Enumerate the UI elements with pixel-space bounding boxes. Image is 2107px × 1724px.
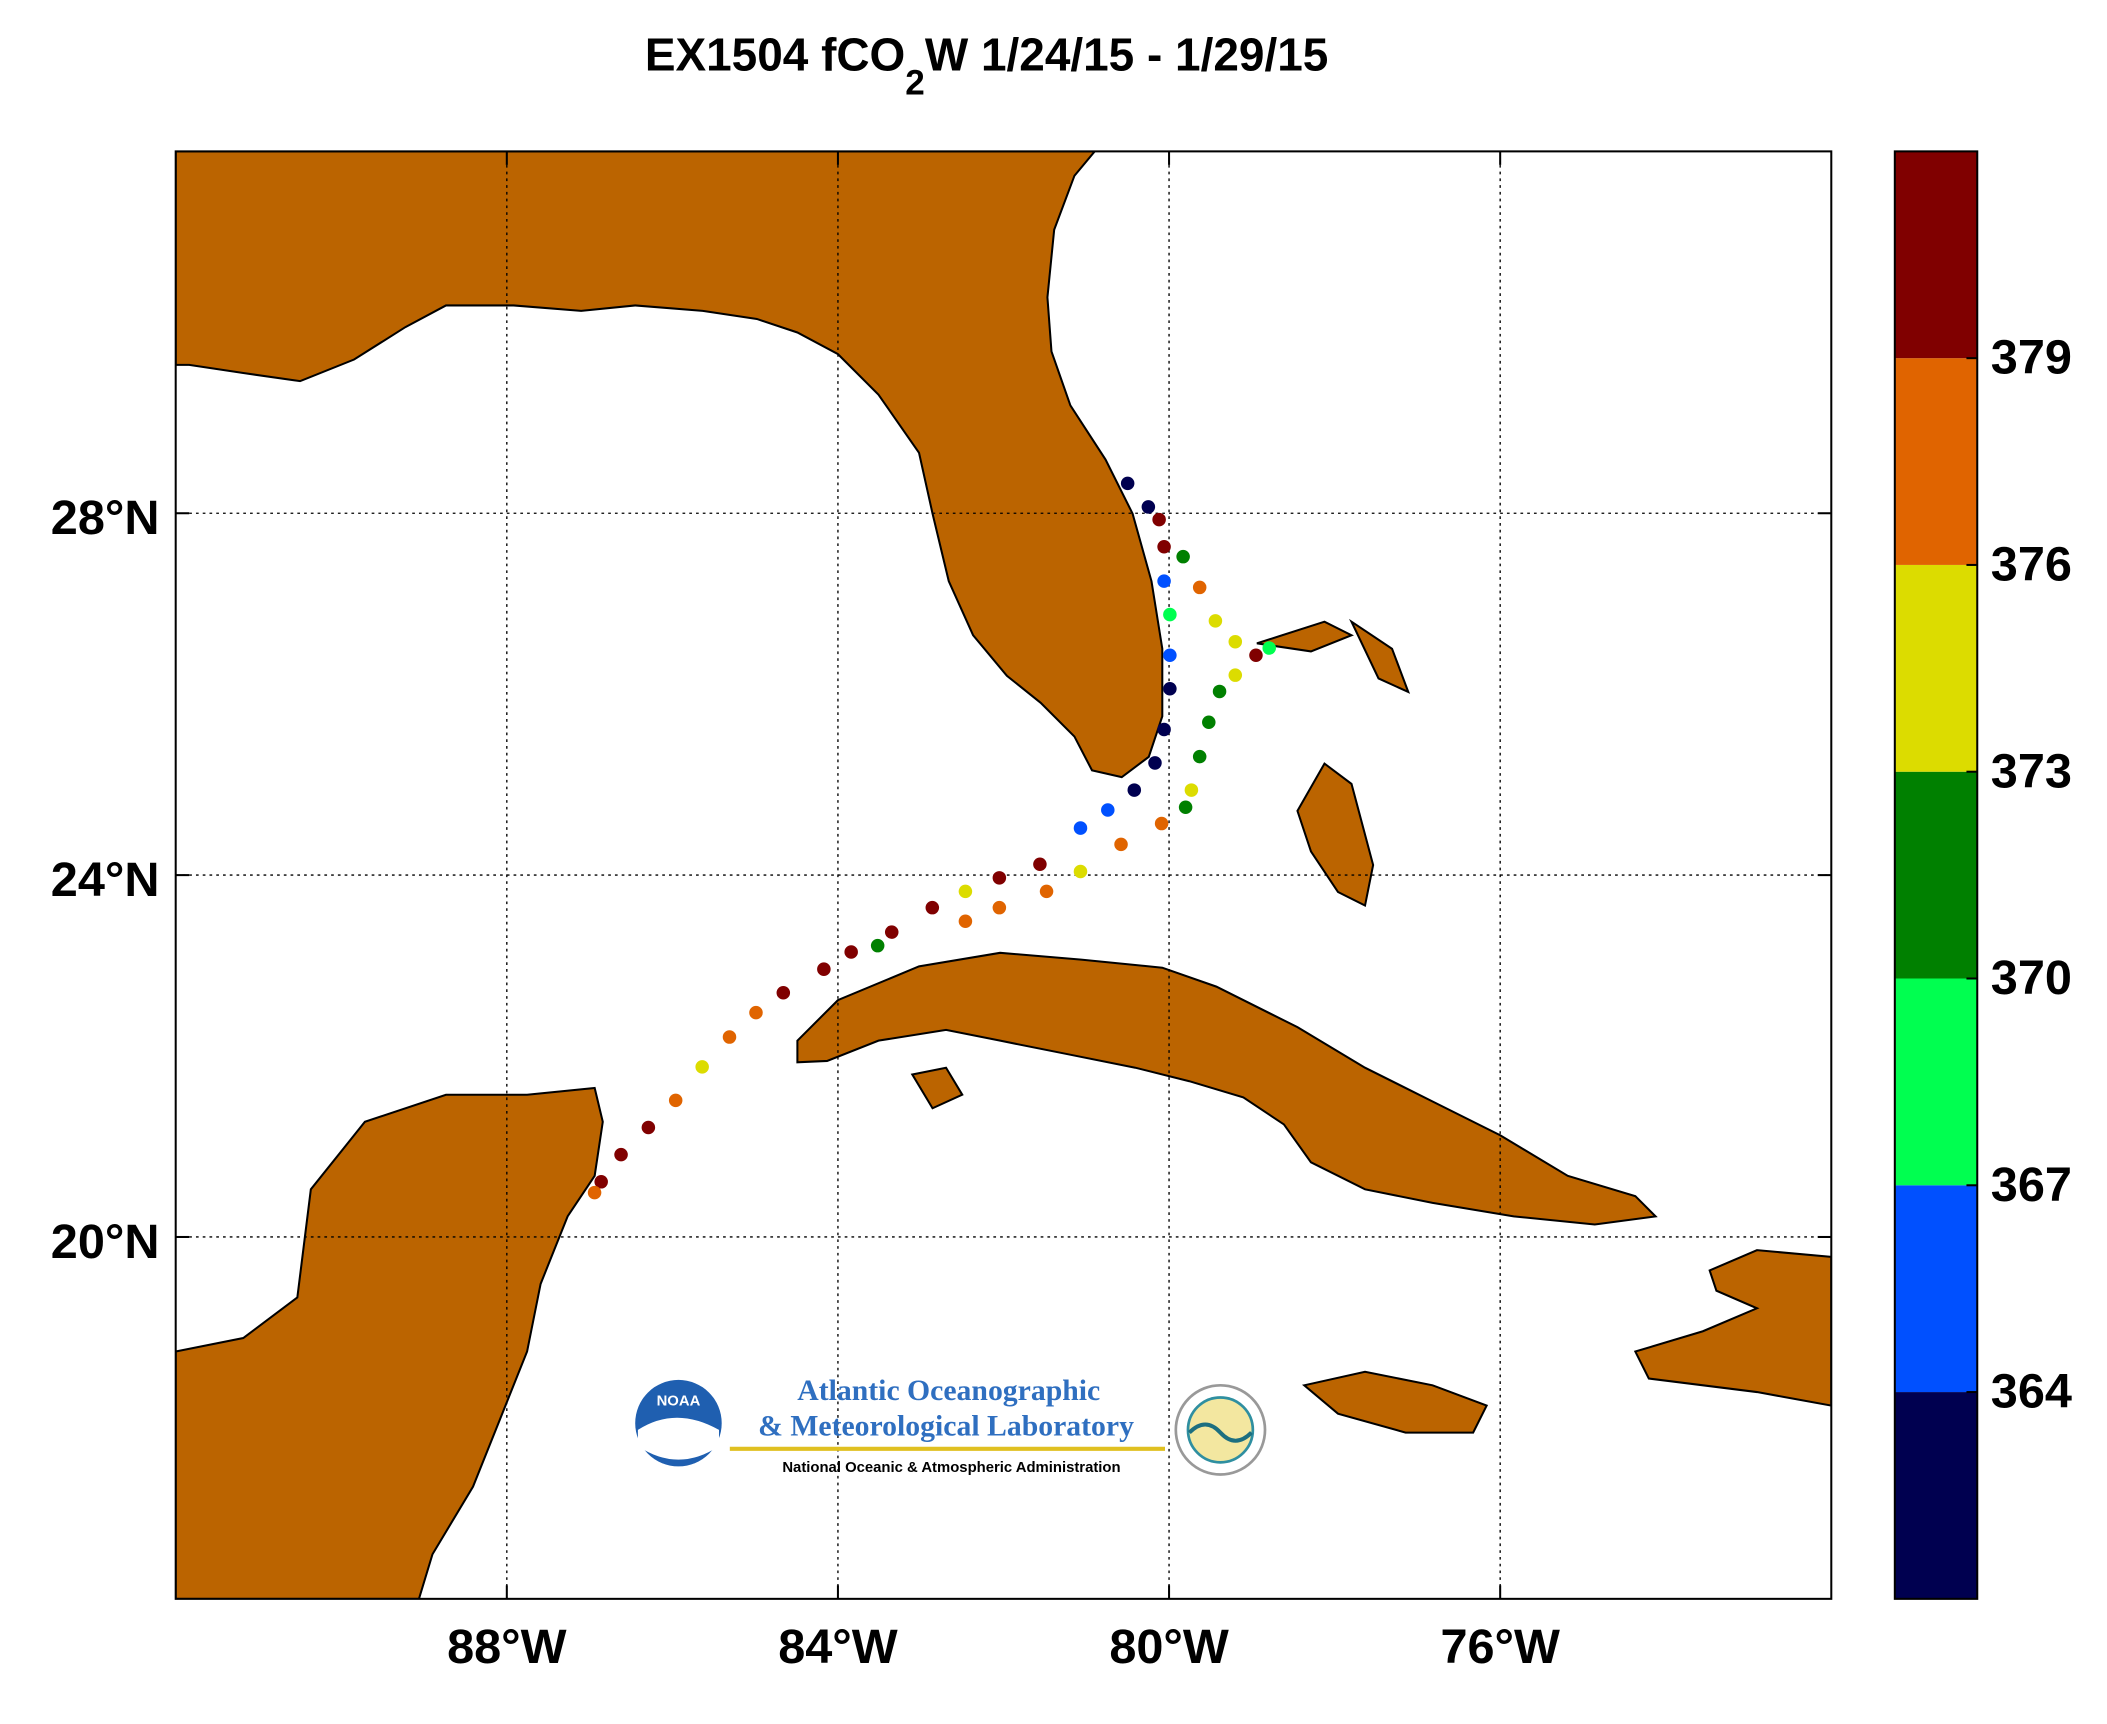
north-america [175,151,1164,779]
jamaica [1301,1370,1489,1434]
logo-line: Atlantic Oceanographic [797,1375,1100,1407]
colorbar-label: 370 [1991,951,2072,1005]
track-point [925,900,940,915]
colorbar-segment [1894,771,1978,979]
colorbar-label: 376 [1991,537,2072,591]
track-point [1163,648,1177,663]
track-point [817,962,831,976]
isla-juventud [910,1066,964,1110]
track-point [1154,816,1169,831]
track-point [1157,574,1171,588]
track-point [1228,634,1243,649]
y-tick-label: 28°N [51,491,160,545]
track-point [1212,684,1227,699]
track-point [668,1093,683,1108]
y-tick-label: 24°N [51,853,160,907]
track-point [884,925,899,939]
track-point [594,1175,608,1189]
track-point [1184,783,1199,797]
track-point [1114,837,1128,852]
title-part: EX1504 fCO [645,28,905,80]
track-point [958,914,973,929]
track-point [776,985,791,1000]
colorbar-segment [1894,978,1978,1186]
colorbar-label: 367 [1991,1158,2072,1212]
track-point [1033,857,1047,872]
colorbar-label: 373 [1991,744,2072,798]
abaco [1349,618,1411,694]
hispaniola [1633,1249,1832,1407]
track-point [695,1060,709,1074]
track-point [1178,800,1193,815]
track-point [614,1147,628,1162]
x-tick-label: 84°W [778,1620,898,1674]
colorbar: 364 367 370 373 376 379 [1893,150,2072,1600]
noaa-bird [637,1417,720,1460]
colorbar-frame [1893,150,1979,1600]
grid [175,151,1832,1599]
title-subscript: 2 [905,64,925,103]
x-tick-label: 88°W [447,1620,567,1674]
plot-frame [174,150,1833,1600]
track-point [870,938,885,953]
grand-bahama [1256,620,1354,653]
land [175,151,1832,1599]
x-tick-label: 76°W [1440,1620,1560,1674]
colorbar-segment [1894,1392,1978,1599]
track-point [958,884,973,899]
track-point [1192,749,1207,764]
track-point [587,1185,602,1200]
track-point [1120,476,1135,491]
track-point [1208,614,1223,628]
x-tick-label: 80°W [1109,1620,1229,1674]
track-point [1249,648,1263,663]
track-point [1141,500,1156,514]
logo: NOAA Atlantic Oceanographic & Meteorolog… [635,1375,1267,1476]
track-point [1101,803,1115,817]
track-point [722,1030,737,1044]
track-point [1152,512,1166,527]
logo-line: & Meteorological Laboratory [758,1410,1134,1442]
track-point [1127,783,1142,797]
track-point [992,900,1007,915]
track-point [1073,864,1088,879]
colorbar-segment [1894,1185,1978,1393]
track-point [641,1120,656,1135]
track-point [1039,884,1054,899]
track-point [1176,549,1190,564]
track-point [844,945,858,959]
andros [1296,762,1375,908]
track-point [749,1005,763,1020]
ship-track [587,476,1276,1200]
track-point [1202,715,1216,729]
track-point [1148,756,1162,770]
track-point [1157,722,1171,737]
track-point [1163,607,1177,622]
track-point [992,871,1007,885]
colorbar-segment [1894,564,1978,772]
colorbar-label: 379 [1991,331,2072,385]
colorbar-segment [1894,358,1978,565]
y-tick-label: 20°N [51,1215,160,1269]
track-point [1163,681,1177,696]
title-part: W 1/24/15 - 1/29/15 [925,28,1328,80]
logo-line: National Oceanic & Atmospheric Administr… [782,1460,1120,1476]
colorbar-label: 364 [1991,1365,2072,1419]
yucatan [175,1086,604,1599]
track-point [1157,539,1171,554]
track-point [1192,580,1207,595]
track-point [1262,641,1276,655]
track-point [1228,668,1243,682]
track-point [1073,821,1088,835]
logo-badge: NOAA [657,1394,701,1410]
aoml-wave [1187,1422,1253,1443]
colorbar-segment [1894,151,1978,359]
title: EX1504 fCO2W 1/24/15 - 1/29/15 [645,28,1328,102]
cuba [796,951,1658,1226]
